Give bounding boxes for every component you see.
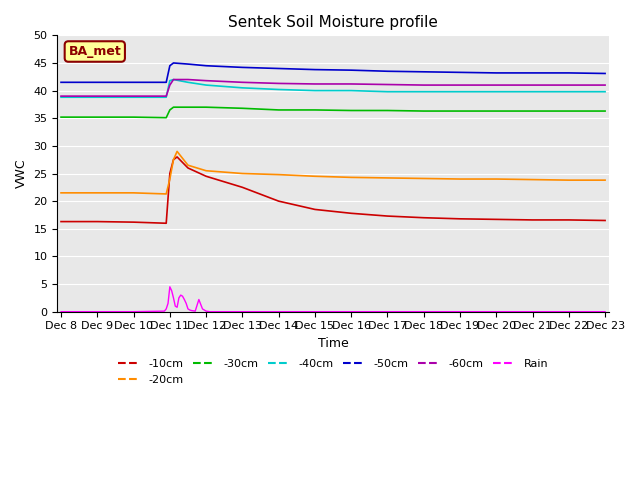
Title: Sentek Soil Moisture profile: Sentek Soil Moisture profile <box>228 15 438 30</box>
Legend: -10cm, -20cm, -30cm, -40cm, -50cm, -60cm, Rain: -10cm, -20cm, -30cm, -40cm, -50cm, -60cm… <box>113 355 553 389</box>
Text: BA_met: BA_met <box>68 45 121 58</box>
X-axis label: Time: Time <box>317 337 348 350</box>
Y-axis label: VWC: VWC <box>15 159 28 188</box>
